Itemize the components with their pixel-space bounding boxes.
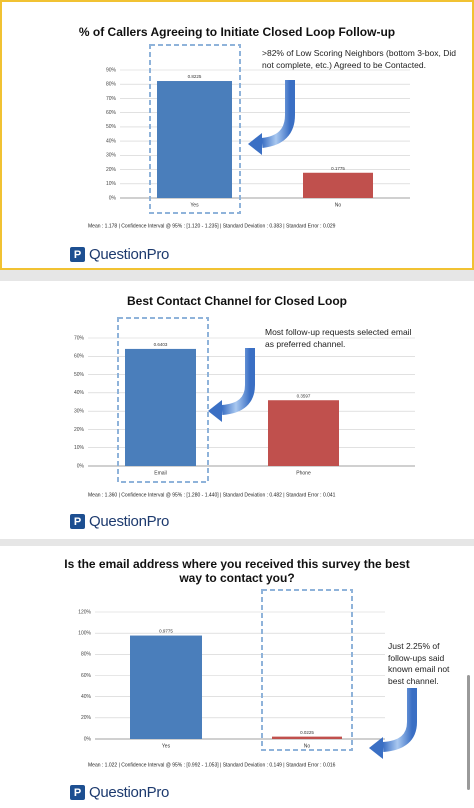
- chart-title: % of Callers Agreeing to Initiate Closed…: [78, 25, 396, 39]
- y-tick-label: 80%: [81, 652, 92, 658]
- bar: [272, 736, 342, 739]
- y-tick-label: 0%: [77, 463, 85, 469]
- highlight-box: [261, 589, 353, 751]
- value-label: 0.6403: [154, 342, 168, 347]
- x-tick-label: Yes: [162, 743, 171, 749]
- y-tick-label: 50%: [106, 124, 117, 130]
- annotation: Just 2.25% of follow-ups said known emai…: [388, 641, 450, 686]
- y-tick-label: 0%: [84, 736, 92, 742]
- chart-title: Best Contact Channel for Closed Loop: [126, 294, 347, 308]
- y-tick-label: 40%: [81, 694, 92, 700]
- brand-name: QuestionPro: [89, 784, 170, 801]
- y-tick-label: 60%: [106, 110, 117, 116]
- y-tick-label: 90%: [106, 67, 117, 73]
- arrow-head: [248, 133, 262, 155]
- y-tick-label: 0%: [109, 195, 117, 201]
- value-label: 0.8225: [188, 74, 202, 79]
- stats-footer: Mean : 1.178 | Confidence Interval @ 95%…: [88, 223, 336, 229]
- y-tick-label: 50%: [74, 372, 85, 378]
- annotation: Most follow-up requests selected email a…: [265, 327, 412, 349]
- x-tick-label: Email: [154, 470, 167, 476]
- y-tick-label: 120%: [78, 609, 91, 615]
- y-tick-label: 20%: [81, 715, 92, 721]
- x-tick-label: No: [335, 202, 342, 208]
- y-tick-label: 40%: [106, 138, 117, 144]
- logo-icon-letter: P: [74, 249, 81, 261]
- bar: [303, 172, 373, 198]
- y-tick-label: 60%: [74, 354, 85, 360]
- x-tick-label: No: [304, 743, 311, 749]
- y-tick-label: 60%: [81, 673, 92, 679]
- annotation: >82% of Low Scoring Neighbors (bottom 3-…: [262, 48, 456, 70]
- y-tick-label: 40%: [74, 390, 85, 396]
- value-label: 0.9775: [159, 629, 173, 634]
- chart-title: Is the email address where you received …: [64, 557, 410, 585]
- y-tick-label: 10%: [106, 181, 117, 187]
- bar: [130, 635, 202, 739]
- bar: [268, 400, 339, 466]
- highlight-box: [117, 317, 209, 483]
- arrow-head: [369, 737, 383, 759]
- y-tick-label: 30%: [74, 408, 85, 414]
- x-tick-label: Yes: [190, 202, 199, 208]
- stats-footer: Mean : 1.022 | Confidence Interval @ 95%…: [88, 762, 336, 768]
- arrow: [382, 688, 417, 752]
- arrow: [221, 348, 255, 415]
- logo-icon: [70, 514, 85, 529]
- y-tick-label: 70%: [106, 96, 117, 102]
- arrow: [261, 80, 295, 148]
- bar: [157, 81, 232, 198]
- arrow-head: [208, 400, 222, 422]
- value-label: 0.3597: [297, 393, 311, 398]
- y-tick-label: 20%: [74, 427, 85, 433]
- y-tick-label: 10%: [74, 445, 85, 451]
- logo-icon: [70, 247, 85, 262]
- y-tick-label: 30%: [106, 153, 117, 159]
- y-tick-label: 20%: [106, 167, 117, 173]
- bar: [125, 348, 196, 466]
- logo-icon: [70, 785, 85, 800]
- x-tick-label: Phone: [296, 470, 311, 476]
- y-tick-label: 80%: [106, 82, 117, 88]
- panel: [0, 546, 474, 808]
- scrollbar: [467, 675, 470, 790]
- highlight-box: [149, 44, 241, 214]
- y-tick-label: 70%: [74, 335, 85, 341]
- panel: [0, 0, 474, 270]
- brand-name: QuestionPro: [89, 513, 170, 530]
- brand-name: QuestionPro: [89, 246, 170, 263]
- y-tick-label: 100%: [78, 630, 91, 636]
- logo-icon-letter: P: [74, 516, 81, 528]
- value-label: 0.0225: [300, 730, 314, 735]
- logo-icon-letter: P: [74, 787, 81, 799]
- stats-footer: Mean : 1.360 | Confidence Interval @ 95%…: [88, 492, 336, 498]
- value-label: 0.1775: [331, 166, 345, 171]
